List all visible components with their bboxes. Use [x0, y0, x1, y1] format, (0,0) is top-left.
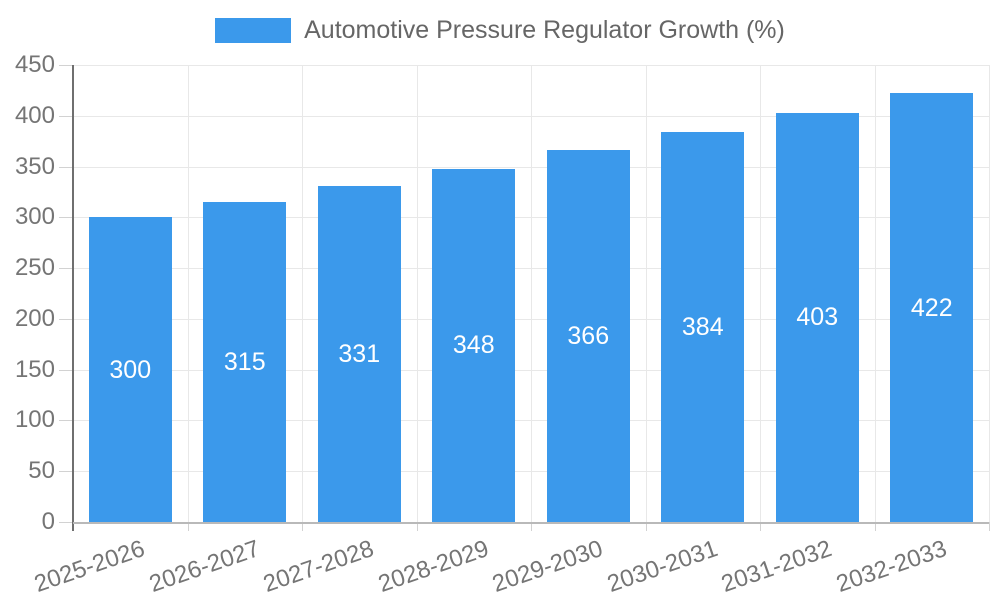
x-axis-tick-label: 2026-2027: [145, 535, 264, 598]
bar: [546, 150, 630, 522]
y-tick: [59, 115, 73, 117]
x-tick: [531, 522, 532, 531]
x-gridline: [645, 65, 647, 522]
x-tick: [874, 522, 876, 531]
y-axis-tick-label: 400: [14, 101, 55, 129]
y-tick: [59, 268, 73, 270]
y-axis-tick-label: 0: [41, 508, 55, 535]
x-tick: [416, 522, 418, 531]
x-axis-tick-label: 2030-2031: [603, 535, 722, 598]
y-axis-tick-label: 100: [14, 406, 55, 434]
x-gridline: [531, 65, 532, 522]
legend[interactable]: Automotive Pressure Regulator Growth (%): [0, 16, 1000, 45]
y-tick: [59, 65, 73, 66]
legend-label: Automotive Pressure Regulator Growth (%): [304, 16, 785, 44]
x-gridline: [760, 65, 761, 522]
bar: [88, 217, 172, 522]
bar: [775, 112, 859, 522]
bar: [317, 185, 401, 522]
x-tick: [302, 522, 303, 531]
x-tick: [645, 522, 647, 531]
y-tick: [59, 420, 73, 422]
x-gridline: [302, 65, 303, 522]
y-axis-tick-label: 150: [14, 355, 55, 383]
bar: [203, 202, 287, 522]
y-tick: [59, 318, 73, 320]
y-tick: [59, 217, 73, 219]
y-axis-line: [72, 65, 74, 531]
legend-swatch-icon: [215, 18, 292, 43]
y-tick: [59, 369, 73, 371]
x-gridline: [187, 65, 189, 522]
y-tick: [59, 166, 73, 168]
x-tick: [989, 522, 990, 531]
y-tick: [59, 471, 73, 473]
x-axis-tick-label: 2031-2032: [718, 535, 836, 598]
x-axis-tick-label: 2025-2026: [31, 535, 149, 598]
x-axis-tick-label: 2032-2033: [832, 535, 951, 598]
y-axis-tick-label: 50: [28, 457, 55, 485]
y-axis-tick-label: 250: [14, 254, 55, 282]
bar: [890, 93, 974, 522]
x-axis-tick-label: 2028-2029: [374, 535, 493, 598]
x-tick: [187, 522, 189, 531]
y-axis-tick-label: 300: [14, 203, 55, 231]
bar: [661, 132, 745, 522]
x-axis-tick-label: 2029-2030: [489, 535, 607, 598]
x-gridline: [874, 65, 876, 522]
bar: [432, 168, 516, 522]
x-tick: [760, 522, 761, 531]
y-axis-tick-label: 450: [14, 51, 55, 78]
x-axis-line: [73, 522, 989, 524]
y-tick: [59, 522, 73, 523]
y-axis-tick-label: 350: [14, 152, 55, 180]
x-axis-tick-label: 2027-2028: [260, 535, 378, 598]
x-gridline: [416, 65, 418, 522]
x-gridline: [989, 65, 990, 522]
y-axis-tick-label: 200: [14, 304, 55, 332]
